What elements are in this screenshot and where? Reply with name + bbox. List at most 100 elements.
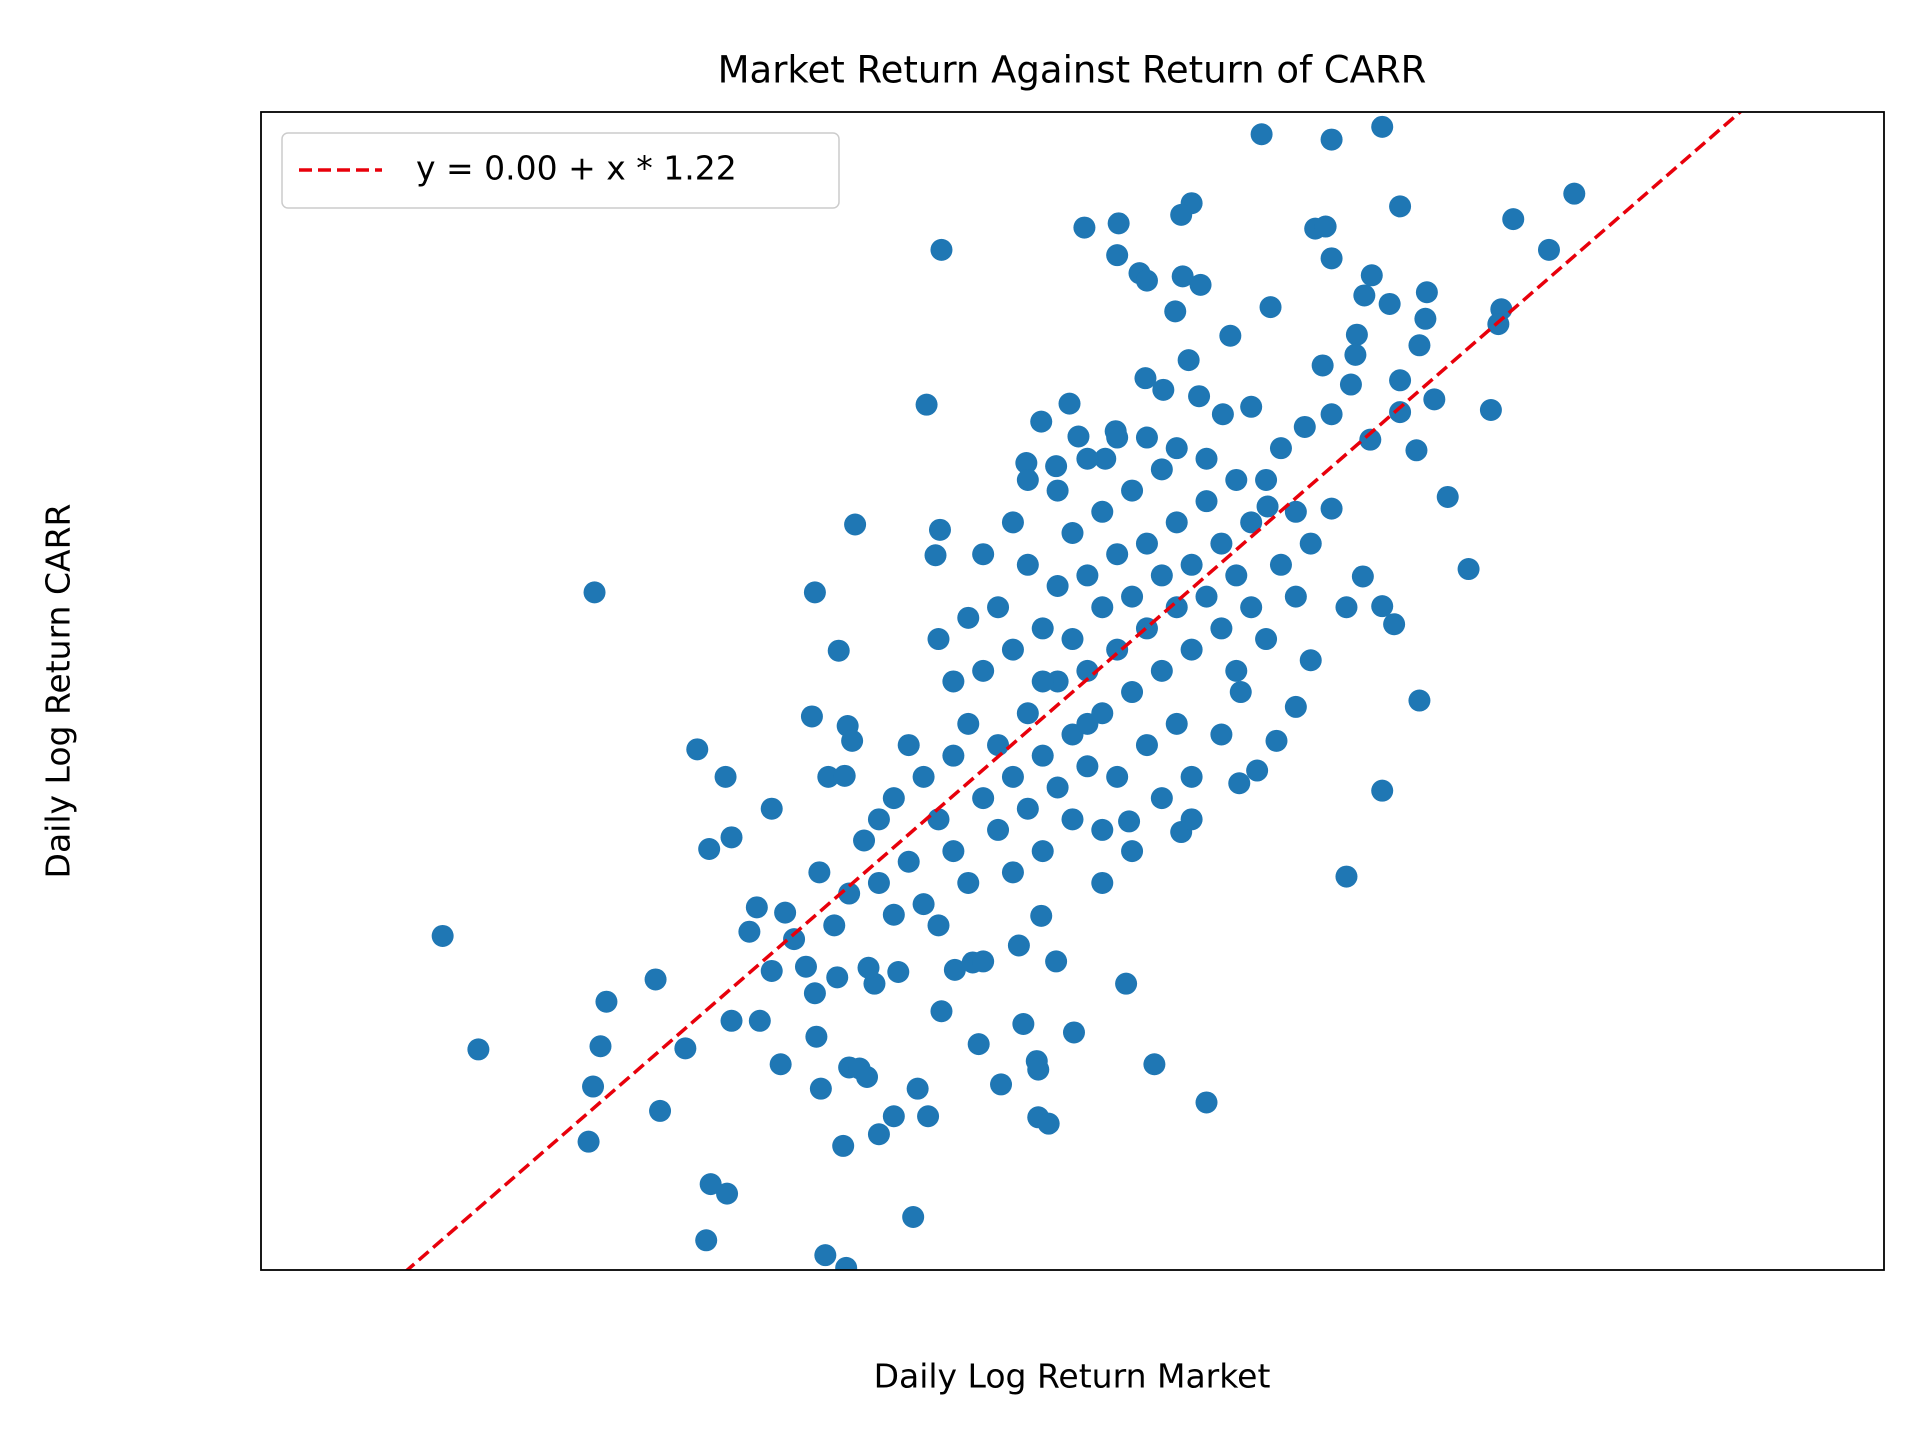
scatter-point	[1180, 808, 1203, 831]
scatter-point	[972, 659, 995, 682]
scatter-point	[1031, 744, 1054, 767]
scatter-point	[808, 861, 831, 884]
scatter-point	[1094, 447, 1117, 470]
scatter-point	[1320, 247, 1343, 270]
scatter-point	[1479, 398, 1502, 421]
scatter-point	[927, 808, 950, 831]
scatter-point	[1225, 468, 1248, 491]
scatter-point	[738, 920, 761, 943]
scatter-point	[906, 1077, 929, 1100]
scatter-point	[1537, 238, 1560, 261]
scatter-point	[1106, 543, 1129, 566]
scatter-point	[867, 808, 890, 831]
scatter-point	[1076, 564, 1099, 587]
chart-title: Market Return Against Return of CARR	[718, 49, 1427, 92]
scatter-point	[942, 744, 965, 767]
scatter-point	[915, 393, 938, 416]
scatter-point	[1211, 403, 1234, 426]
scatter-point	[1360, 264, 1383, 287]
scatter-point	[431, 924, 454, 947]
scatter-point	[1210, 617, 1233, 640]
scatter-point	[1150, 564, 1173, 587]
scatter-point	[1265, 729, 1288, 752]
scatter-point	[1135, 532, 1158, 555]
scatter-point	[1061, 628, 1084, 651]
scatter-point	[1106, 244, 1129, 267]
scatter-point	[942, 670, 965, 693]
scatter-point	[1164, 300, 1187, 323]
scatter-point	[887, 961, 910, 984]
scatter-point	[583, 581, 606, 604]
scatter-point	[1284, 695, 1307, 718]
scatter-point	[1016, 468, 1039, 491]
scatter-point	[1195, 1091, 1218, 1114]
scatter-point	[1335, 865, 1358, 888]
scatter-point	[957, 871, 980, 894]
scatter-point	[832, 1134, 855, 1157]
scatter-point	[595, 990, 618, 1013]
scatter-point	[698, 838, 721, 861]
scatter-point	[897, 734, 920, 757]
scatter-point	[1371, 595, 1394, 618]
scatter-point	[1344, 343, 1367, 366]
plot-frame	[260, 111, 1885, 1271]
scatter-point	[1339, 373, 1362, 396]
scatter-point	[927, 628, 950, 651]
scatter-point	[1121, 681, 1144, 704]
scatter-point	[582, 1075, 605, 1098]
legend: y = 0.00 + x * 1.22	[281, 132, 840, 209]
scatter-point	[1423, 388, 1446, 411]
scatter-point	[1073, 216, 1096, 239]
scatter-point	[803, 581, 826, 604]
scatter-point	[1045, 950, 1068, 973]
scatter-point	[844, 513, 867, 536]
scatter-point	[882, 787, 905, 810]
scatter-point	[957, 712, 980, 735]
scatter-point	[990, 1073, 1013, 1096]
scatter-point	[1016, 702, 1039, 725]
scatter-point	[1563, 182, 1586, 205]
scatter-point	[1195, 447, 1218, 470]
scatter-point	[809, 1077, 832, 1100]
scatter-point	[1269, 437, 1292, 460]
scatter-point	[1177, 349, 1200, 372]
scatter-point	[1284, 585, 1307, 608]
scatter-point	[897, 850, 920, 873]
scatter-point	[972, 787, 995, 810]
x-axis-label: Daily Log Return Market	[874, 1357, 1271, 1396]
scatter-point	[577, 1130, 600, 1153]
scatter-point	[857, 956, 880, 979]
scatter-point	[1351, 565, 1374, 588]
scatter-point	[1076, 755, 1099, 778]
scatter-point	[1246, 759, 1269, 782]
scatter-point	[1143, 1053, 1166, 1076]
scatter-point	[835, 1256, 858, 1270]
scatter-point	[943, 958, 966, 981]
scatter-point	[1180, 638, 1203, 661]
scatter-point	[827, 639, 850, 662]
scatter-point	[856, 1066, 879, 1088]
scatter-point	[794, 955, 817, 978]
scatter-point	[1037, 1112, 1060, 1135]
scatter-point	[1091, 500, 1114, 523]
scatter-point	[1353, 284, 1376, 307]
scatter-point	[686, 738, 709, 761]
scatter-point	[987, 818, 1010, 841]
scatter-point	[1045, 455, 1068, 478]
scatter-point	[1016, 553, 1039, 576]
scatter-point	[1378, 292, 1401, 315]
scatter-point	[942, 840, 965, 863]
scatter-point	[823, 914, 846, 937]
scatter-point	[1389, 369, 1412, 392]
scatter-point	[1134, 367, 1157, 390]
scatter-point	[1229, 681, 1252, 704]
scatter-point	[1165, 437, 1188, 460]
scatter-point	[1106, 765, 1129, 788]
scatter-point	[882, 903, 905, 926]
scatter-point	[1001, 511, 1024, 534]
scatter-point	[1016, 797, 1039, 820]
scatter-point	[1091, 596, 1114, 619]
scatter-point	[1457, 558, 1480, 581]
scatter-point	[1046, 575, 1069, 598]
scatter-point	[927, 914, 950, 937]
